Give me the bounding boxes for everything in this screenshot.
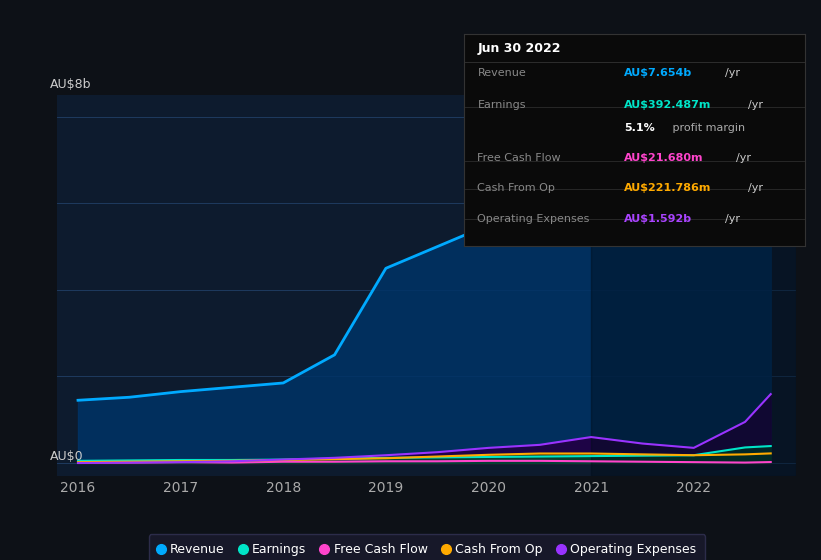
Text: AU$1.592b: AU$1.592b: [624, 214, 692, 225]
Legend: Revenue, Earnings, Free Cash Flow, Cash From Op, Operating Expenses: Revenue, Earnings, Free Cash Flow, Cash …: [149, 534, 705, 560]
Bar: [591, 95, 796, 476]
Text: Operating Expenses: Operating Expenses: [478, 214, 589, 225]
Text: Free Cash Flow: Free Cash Flow: [478, 153, 561, 163]
Text: /yr: /yr: [725, 68, 741, 78]
Text: AU$7.654b: AU$7.654b: [624, 68, 692, 78]
Text: AU$392.487m: AU$392.487m: [624, 100, 711, 110]
Text: 5.1%: 5.1%: [624, 123, 655, 133]
Text: Cash From Op: Cash From Op: [478, 183, 555, 193]
Text: Earnings: Earnings: [478, 100, 526, 110]
Text: /yr: /yr: [736, 153, 751, 163]
Text: AU$21.680m: AU$21.680m: [624, 153, 704, 163]
Text: profit margin: profit margin: [669, 123, 745, 133]
Text: AU$221.786m: AU$221.786m: [624, 183, 711, 193]
Text: AU$8b: AU$8b: [50, 78, 92, 91]
Text: Revenue: Revenue: [478, 68, 526, 78]
Text: /yr: /yr: [748, 100, 763, 110]
Text: Jun 30 2022: Jun 30 2022: [478, 42, 561, 55]
Text: /yr: /yr: [748, 183, 763, 193]
Text: AU$0: AU$0: [50, 450, 84, 463]
Text: /yr: /yr: [725, 214, 741, 225]
